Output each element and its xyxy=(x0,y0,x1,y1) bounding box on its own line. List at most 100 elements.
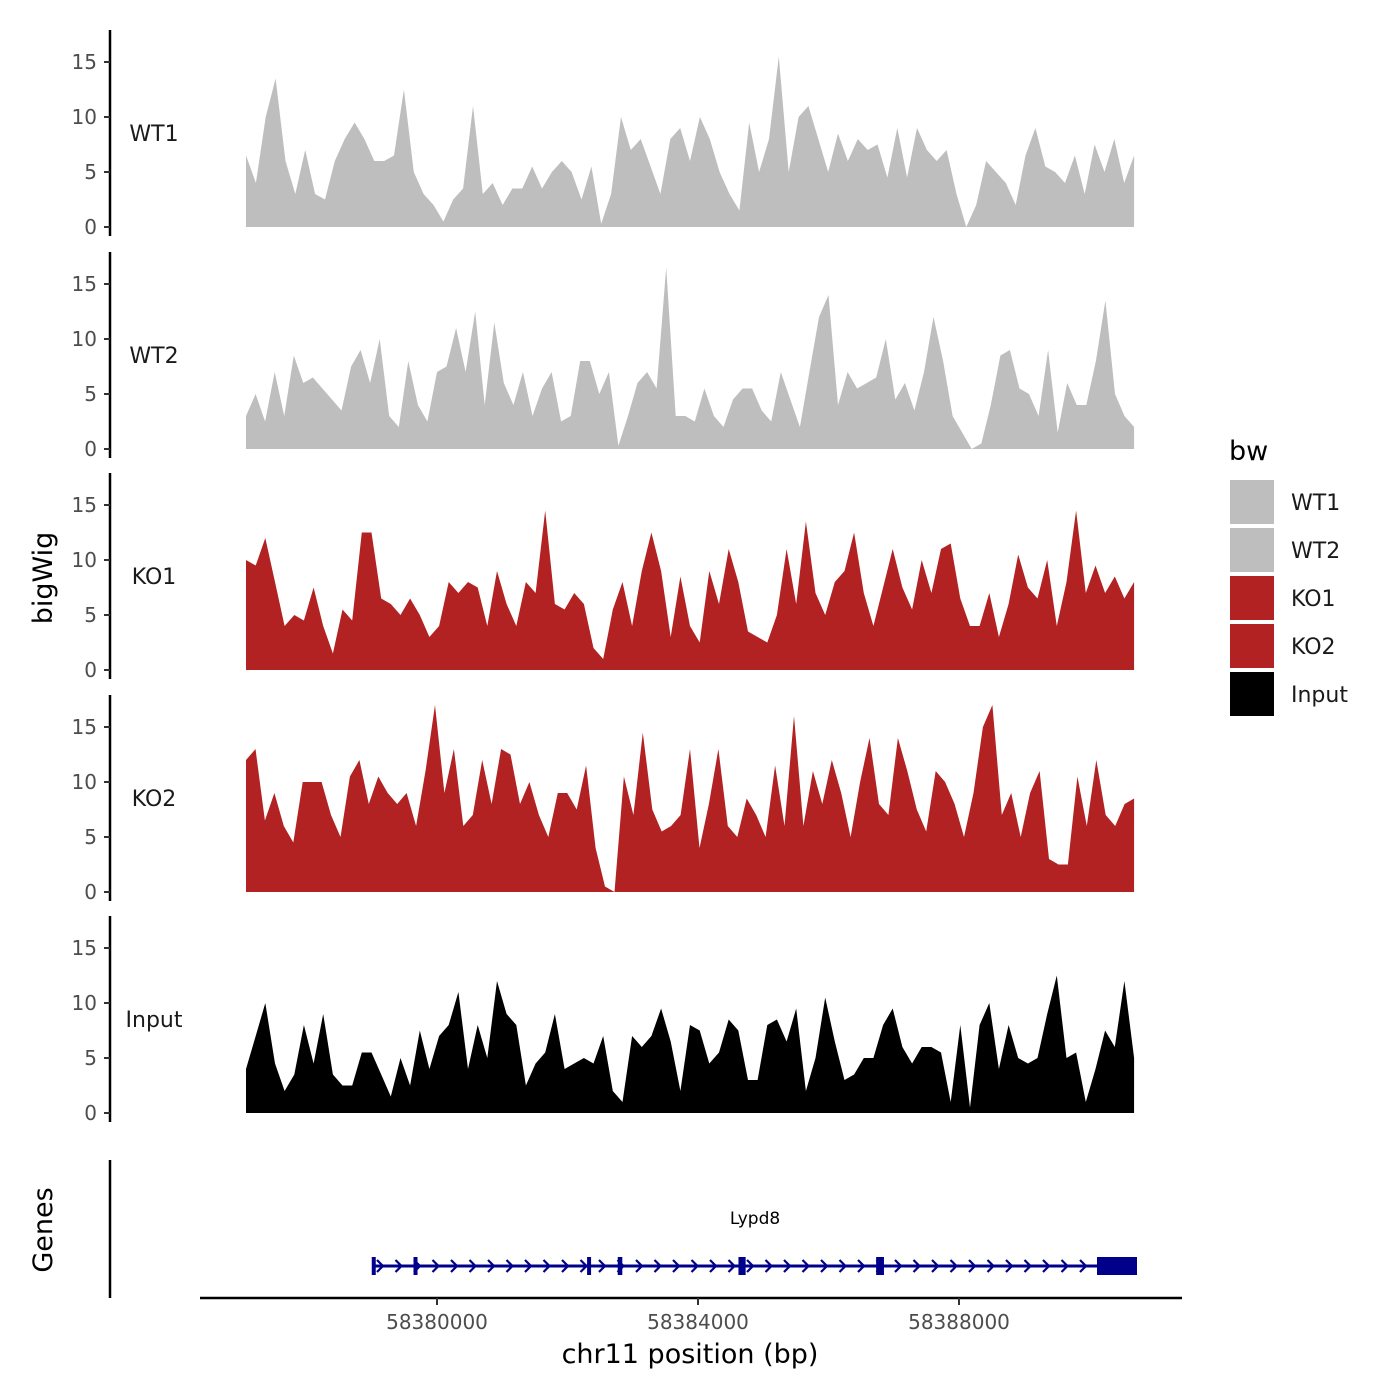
strand-arrow-icon xyxy=(1023,1259,1033,1273)
exon xyxy=(738,1257,746,1275)
strand-arrow-icon xyxy=(468,1259,478,1273)
strand-arrow-icon xyxy=(801,1259,811,1273)
strand-arrow-icon xyxy=(968,1259,977,1273)
x-tick-label: 58384000 xyxy=(647,1310,749,1334)
y-tick-label: 0 xyxy=(84,880,97,904)
signal-area-wt1 xyxy=(246,56,1135,227)
legend-label: WT2 xyxy=(1291,539,1340,564)
y-tick-label: 5 xyxy=(84,1046,97,1070)
y-axis-title: bigWig xyxy=(28,532,59,625)
strand-arrow-icon xyxy=(746,1259,755,1273)
y-tick-label: 15 xyxy=(72,936,97,960)
track-label: WT2 xyxy=(129,344,178,369)
strand-arrow-icon xyxy=(894,1259,903,1273)
strand-arrow-icon xyxy=(487,1259,496,1273)
y-tick-label: 0 xyxy=(84,215,97,239)
legend: bw WT1 WT2 KO1 KO2 Input xyxy=(1229,436,1348,716)
strand-arrow-icon xyxy=(949,1259,959,1273)
strand-arrow-icon xyxy=(598,1259,607,1273)
track-wt2: 0 5 10 15 WT2 xyxy=(72,252,1135,461)
strand-arrow-icon xyxy=(561,1259,570,1273)
exon xyxy=(617,1257,623,1275)
exon xyxy=(876,1257,884,1275)
strand-arrow-icon xyxy=(783,1259,792,1273)
legend-label: KO2 xyxy=(1291,635,1336,660)
y-tick-label: 15 xyxy=(72,50,97,74)
strand-arrow-icon xyxy=(727,1259,737,1273)
strand-arrow-icon xyxy=(542,1259,552,1273)
y-tick-label: 10 xyxy=(72,105,97,129)
strand-arrow-icon xyxy=(635,1259,644,1273)
y-tick-label: 10 xyxy=(72,327,97,351)
signal-area-ko2 xyxy=(246,705,1135,892)
y-tick-label: 0 xyxy=(84,437,97,461)
strand-arrow-icon xyxy=(838,1259,848,1273)
gene-track-title: Genes xyxy=(28,1187,59,1272)
gene-track: Lypd8 xyxy=(108,1160,1138,1298)
strand-arrow-icon xyxy=(505,1259,515,1273)
y-tick-label: 0 xyxy=(84,1101,97,1125)
y-tick-label: 0 xyxy=(84,658,97,682)
track-label: KO1 xyxy=(132,565,177,590)
strand-arrow-icon xyxy=(450,1259,459,1273)
y-tick-label: 15 xyxy=(72,493,97,517)
exon xyxy=(1097,1257,1138,1275)
signal-area-input xyxy=(246,975,1135,1113)
y-tick-label: 10 xyxy=(72,548,97,572)
strand-arrow-icon xyxy=(764,1259,774,1273)
exon xyxy=(413,1257,418,1275)
x-tick-label: 58388000 xyxy=(908,1310,1010,1334)
y-tick-label: 15 xyxy=(72,715,97,739)
legend-key-wt1 xyxy=(1230,480,1274,524)
signal-tracks: 0 5 10 15 WT1 0 5 10 15 WT2 0 5 10 15 KO1 0 5 10 15 KO2 0 5 10… xyxy=(72,30,1135,1125)
strand-arrow-icon xyxy=(912,1259,922,1273)
y-tick-label: 15 xyxy=(72,272,97,296)
y-tick-label: 5 xyxy=(84,160,97,184)
strand-arrow-icon xyxy=(986,1259,996,1273)
y-tick-label: 5 xyxy=(84,382,97,406)
strand-arrow-icon xyxy=(376,1259,385,1273)
legend-title: bw xyxy=(1229,436,1268,467)
signal-area-ko1 xyxy=(246,510,1135,670)
legend-key-wt2 xyxy=(1230,528,1274,572)
track-label: WT1 xyxy=(129,122,178,147)
strand-arrow-icon xyxy=(709,1259,718,1273)
track-wt1: 0 5 10 15 WT1 xyxy=(72,30,1135,239)
strand-arrow-icon xyxy=(690,1259,700,1273)
legend-label: Input xyxy=(1291,683,1348,708)
legend-label: KO1 xyxy=(1291,587,1336,612)
strand-arrow-icon xyxy=(857,1259,866,1273)
y-tick-label: 5 xyxy=(84,825,97,849)
exon xyxy=(371,1257,376,1275)
signal-area-wt2 xyxy=(246,267,1135,449)
legend-label: WT1 xyxy=(1291,491,1340,516)
strand-arrow-icon xyxy=(579,1259,589,1273)
y-tick-label: 10 xyxy=(72,991,97,1015)
strand-arrow-icon xyxy=(431,1259,441,1273)
legend-key-ko1 xyxy=(1230,576,1274,620)
strand-arrow-icon xyxy=(394,1259,404,1273)
track-label: Input xyxy=(126,1008,183,1033)
strand-arrow-icon xyxy=(1042,1259,1051,1273)
strand-arrow-icon xyxy=(1060,1259,1070,1273)
x-tick-label: 58380000 xyxy=(386,1310,488,1334)
strand-arrow-icon xyxy=(672,1259,681,1273)
gene-label: Lypd8 xyxy=(730,1209,780,1229)
strand-arrow-icon xyxy=(524,1259,533,1273)
legend-key-input xyxy=(1230,672,1274,716)
strand-arrow-icon xyxy=(931,1259,940,1273)
y-tick-label: 10 xyxy=(72,770,97,794)
legend-key-ko2 xyxy=(1230,624,1274,668)
track-ko2: 0 5 10 15 KO2 xyxy=(72,695,1135,904)
x-axis: 58380000 58384000 58388000 xyxy=(200,1296,1182,1334)
strand-arrow-icon xyxy=(653,1259,663,1273)
strand-arrow-icon xyxy=(1005,1259,1014,1273)
strand-arrow-icon xyxy=(820,1259,829,1273)
y-tick-label: 5 xyxy=(84,603,97,627)
exon xyxy=(587,1257,592,1275)
x-axis-title: chr11 position (bp) xyxy=(562,1339,819,1370)
strand-arrow-icon xyxy=(1079,1259,1088,1273)
track-ko1: 0 5 10 15 KO1 xyxy=(72,473,1135,682)
track-input: 0 5 10 15 Input xyxy=(72,916,1135,1125)
